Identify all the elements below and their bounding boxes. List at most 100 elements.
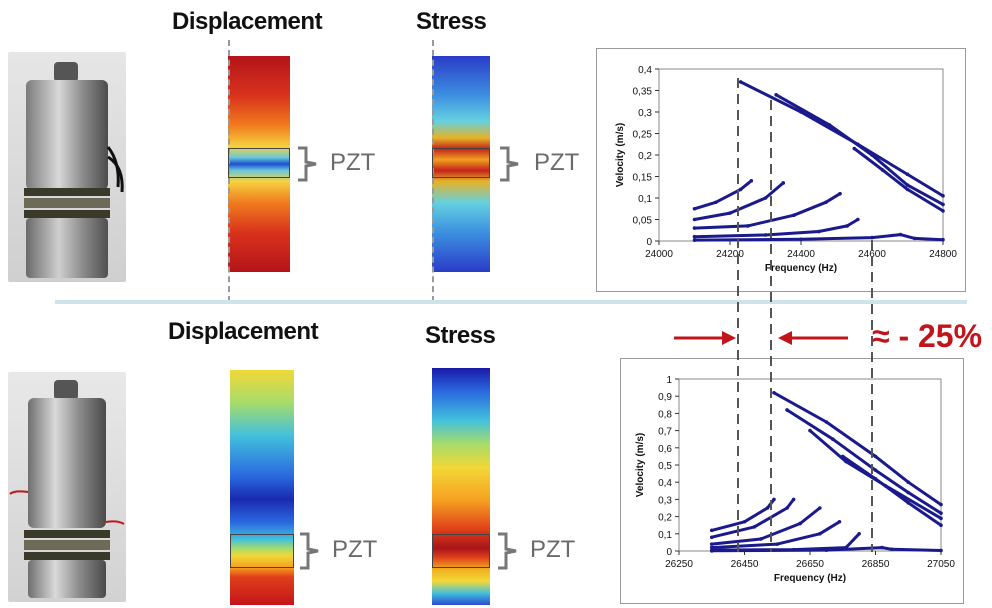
data-point: [912, 236, 917, 241]
data-point: [905, 172, 910, 177]
displacement-axis-top: [228, 40, 230, 302]
x-tick-label: 24400: [787, 249, 815, 260]
data-point: [880, 545, 884, 550]
data-point: [941, 209, 945, 213]
stress-field-top: [432, 56, 490, 272]
data-point: [749, 179, 754, 183]
plot-area: [678, 378, 942, 552]
data-point: [818, 506, 822, 510]
data-point: [799, 237, 803, 242]
chart-bottom-svg: 0 0,1 0,2 0,3 0,4 0,5 0,6 0,7 0,8 0,9 1 26250 26450 2…: [635, 375, 955, 584]
x-tick-label: 26450: [731, 559, 759, 570]
data-point: [856, 217, 860, 222]
chart-top: 0 0,05 0,1 0,15 0,2 0,25 0,3 0,35 0,4 24000 24200 2…: [596, 48, 966, 292]
x-tick-label: 26850: [862, 559, 890, 570]
y-tick-label: 1: [666, 375, 672, 386]
y-tick-label: 0: [666, 547, 672, 558]
arrow-left-head: [722, 331, 736, 345]
pzt-brace-bottom-1: [300, 532, 319, 570]
pzt-label-bottom-1: PZT: [332, 536, 378, 563]
data-point: [752, 525, 757, 529]
data-point: [845, 224, 849, 228]
transducer-photo-bottom: [8, 372, 126, 602]
data-point: [709, 542, 714, 546]
data-point: [774, 93, 778, 97]
y-tick-label: 0,8: [658, 409, 672, 420]
data-point: [745, 224, 750, 228]
data-series-8: [710, 520, 841, 550]
data-series-8: [693, 233, 945, 242]
data-point: [791, 497, 796, 502]
displacement-field-top: [228, 56, 290, 272]
data-point: [880, 168, 885, 172]
data-point: [873, 476, 878, 481]
pzt-brace-top-2: [500, 146, 519, 182]
data-point: [738, 80, 743, 84]
data-point: [905, 187, 910, 192]
y-tick-label: 0,05: [633, 216, 653, 227]
displacement-title-top: Displacement: [172, 8, 323, 35]
stress-field-bottom: [432, 368, 490, 605]
x-axis-label: Frequency (Hz): [774, 573, 846, 584]
transducer-photo-bottom-graphic: [9, 380, 125, 598]
data-point: [692, 234, 697, 239]
pzt-layer-top-1: [228, 148, 290, 178]
data-point: [714, 200, 718, 205]
data-point: [870, 235, 874, 240]
y-tick-label: 0,35: [633, 87, 653, 98]
data-point: [939, 516, 943, 521]
data-point: [785, 506, 789, 510]
y-tick-label: 0,2: [658, 513, 672, 524]
data-point: [759, 537, 763, 541]
y-tick-label: 0,1: [658, 530, 672, 541]
pzt-layer-bottom-1: [230, 534, 294, 568]
data-point: [890, 547, 894, 552]
data-point: [824, 548, 829, 552]
data-point: [799, 110, 803, 114]
data-point: [837, 519, 842, 524]
pzt-layer-top-2: [432, 148, 490, 178]
stress-title-bottom: Stress: [425, 322, 496, 349]
data-point: [692, 217, 697, 222]
y-tick-label: 0,4: [658, 478, 672, 489]
y-tick-label: 0,1: [638, 194, 652, 205]
data-point: [709, 545, 714, 550]
data-point: [785, 408, 789, 412]
pzt-brace-bottom-2: [498, 532, 517, 570]
data-series-7: [710, 506, 822, 546]
data-point: [852, 146, 857, 151]
data-point: [840, 454, 845, 459]
data-point: [941, 194, 945, 198]
transducer-photo-top: [8, 52, 126, 282]
data-point: [692, 206, 697, 211]
pzt-layer-bottom-2: [432, 534, 490, 568]
x-tick-label: 24200: [716, 249, 744, 260]
x-tick-label: 26250: [665, 559, 693, 570]
stress-axis-top: [432, 40, 434, 302]
data-point: [898, 232, 903, 237]
transducer-photo-top-graphic: [24, 62, 124, 278]
pzt-label-bottom-2: PZT: [530, 536, 576, 563]
data-point: [709, 528, 714, 533]
x-tick-label: 27050: [927, 559, 955, 570]
data-series-4: [693, 179, 753, 211]
y-tick-label: 0,6: [658, 444, 672, 455]
data-point: [873, 468, 878, 472]
data-point: [824, 420, 829, 424]
data-point: [738, 187, 743, 192]
y-tick-label: 0,3: [638, 108, 652, 119]
y-tick-label: 0,7: [658, 427, 672, 438]
displacement-field-bottom: [230, 370, 294, 605]
data-point: [692, 238, 697, 242]
data-point: [939, 511, 943, 515]
data-point: [742, 519, 747, 524]
plot-area: [658, 68, 944, 242]
data-point: [808, 428, 812, 433]
x-tick-label: 26650: [796, 559, 824, 570]
data-point: [939, 523, 943, 527]
y-axis-label: Velocity (m/s): [635, 433, 646, 497]
data-point: [709, 535, 714, 540]
y-tick-label: 0,4: [638, 65, 652, 76]
data-point: [763, 196, 768, 200]
data-point: [692, 226, 697, 230]
